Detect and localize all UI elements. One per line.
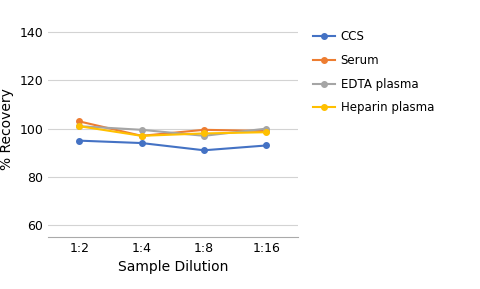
- Heparin plasma: [76, 125, 82, 128]
- Serum: [76, 120, 82, 123]
- Heparin plasma: [264, 131, 269, 134]
- Heparin plasma: [201, 132, 207, 135]
- CCS: [76, 139, 82, 142]
- EDTA plasma: [76, 125, 82, 128]
- Serum: [139, 134, 144, 138]
- Line: CCS: CCS: [76, 138, 269, 153]
- CCS: [201, 149, 207, 152]
- Serum: [201, 128, 207, 131]
- Line: Serum: Serum: [76, 118, 269, 139]
- CCS: [264, 144, 269, 147]
- EDTA plasma: [201, 134, 207, 138]
- Line: Heparin plasma: Heparin plasma: [76, 123, 269, 139]
- X-axis label: Sample Dilution: Sample Dilution: [118, 260, 228, 274]
- EDTA plasma: [139, 128, 144, 131]
- Serum: [264, 129, 269, 133]
- Y-axis label: % Recovery: % Recovery: [0, 88, 14, 170]
- Heparin plasma: [139, 134, 144, 138]
- Legend: CCS, Serum, EDTA plasma, Heparin plasma: CCS, Serum, EDTA plasma, Heparin plasma: [313, 30, 434, 114]
- Line: EDTA plasma: EDTA plasma: [76, 123, 269, 139]
- CCS: [139, 141, 144, 145]
- EDTA plasma: [264, 127, 269, 130]
